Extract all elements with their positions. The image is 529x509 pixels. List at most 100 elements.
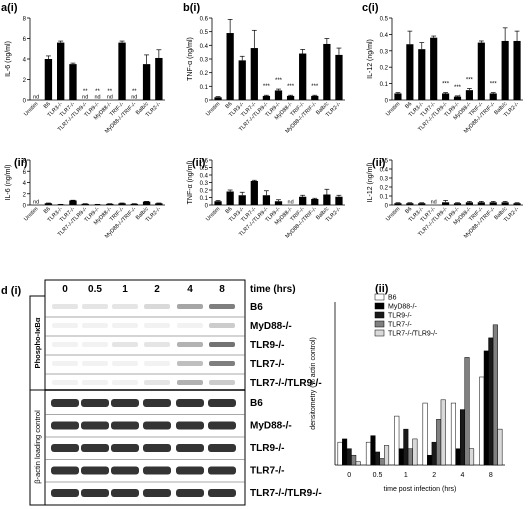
bar <box>69 200 77 205</box>
actin-bracket <box>29 389 46 506</box>
bar <box>465 90 473 100</box>
row-label: B6 <box>250 302 263 313</box>
y-axis-label: IL-12 (ng/ml) <box>367 39 374 79</box>
legend-label: TLR7-/- <box>388 322 412 329</box>
y-axis-label: IL-12 (ng/ml) <box>367 163 374 203</box>
blot-band <box>143 399 171 407</box>
legend-swatch <box>374 320 385 328</box>
time-label: 0 <box>62 284 68 295</box>
x-tick-label: 2 <box>432 472 436 479</box>
blot-band <box>111 421 139 430</box>
blot-band <box>51 489 79 497</box>
x-tick-label: B6 <box>404 206 413 215</box>
row-label: TLR9-/- <box>250 340 284 351</box>
blot-band <box>112 342 138 347</box>
blot-band <box>52 304 78 309</box>
blot-band <box>208 444 236 452</box>
blot-band <box>209 380 235 385</box>
bar <box>299 196 307 205</box>
time-label: 4 <box>187 284 193 295</box>
blot-band <box>176 466 204 475</box>
significance: *** <box>466 78 474 84</box>
y-tick-label: 4 <box>23 58 27 64</box>
blot-band <box>81 489 109 497</box>
blot-band <box>52 342 78 347</box>
significance: *** <box>442 82 450 88</box>
bar <box>406 44 414 100</box>
blot-band <box>144 323 170 328</box>
bar <box>459 409 466 466</box>
bar <box>130 203 138 205</box>
blot-band <box>51 444 79 452</box>
panel-label: d (i) <box>1 285 21 297</box>
blot-band <box>52 361 78 366</box>
time-axis-label: time (hrs) <box>250 284 296 295</box>
bar <box>214 201 222 205</box>
x-tick-label: 4 <box>461 472 465 479</box>
bar <box>450 402 456 466</box>
bar <box>403 428 409 466</box>
bar <box>497 428 503 466</box>
bar <box>57 204 65 205</box>
blot-band <box>144 342 170 347</box>
bar <box>93 204 102 205</box>
y-tick-label: 0.1 <box>200 85 209 91</box>
y-tick-label: 0.3 <box>200 58 209 64</box>
significance: ** <box>107 89 112 95</box>
blot-band <box>208 421 236 430</box>
bar <box>489 202 497 205</box>
bar <box>44 203 53 205</box>
y-tick-label: 0.2 <box>200 71 209 77</box>
y-tick-label: 0.4 <box>200 44 209 50</box>
y-tick-label: 0.2 <box>380 66 389 72</box>
bar <box>250 48 258 100</box>
row-label: B6 <box>250 398 263 409</box>
panel-label: c(i) <box>362 2 379 14</box>
blot-band <box>176 444 204 452</box>
bar <box>57 42 65 100</box>
blot-band <box>112 380 138 385</box>
y-tick-label: 6 <box>23 37 27 43</box>
panel-label: b(i) <box>183 2 200 14</box>
bar <box>311 199 319 205</box>
bar <box>81 203 89 205</box>
panel-label: (ii) <box>375 283 389 295</box>
panel-label: (ii) <box>372 157 386 169</box>
bar <box>394 203 402 205</box>
y-tick-label: 2 <box>23 192 27 198</box>
y-tick-label: 0.4 <box>200 174 209 180</box>
row-label: TLR9-/- <box>250 443 284 454</box>
y-tick-label: 0.4 <box>380 168 389 174</box>
actin-label: β-actin loading control <box>33 410 42 484</box>
blot-band <box>144 304 170 309</box>
y-tick-label: 0 <box>23 204 27 210</box>
bar <box>274 90 283 100</box>
y-tick-label: 0.5 <box>380 159 389 165</box>
bar <box>118 42 126 100</box>
blot-band <box>144 380 170 385</box>
y-axis-label: TNF-α (ng/ml) <box>187 37 194 81</box>
bar <box>469 448 475 466</box>
phospho-label: Phospho-IκBα <box>33 317 42 368</box>
nd-label: nd <box>288 200 294 206</box>
x-tick-label: B6 <box>43 101 52 110</box>
bar <box>346 448 352 466</box>
significance: *** <box>311 84 319 90</box>
blot-band <box>208 399 236 407</box>
significance: *** <box>263 84 271 90</box>
bar <box>384 445 390 466</box>
bar <box>335 196 343 205</box>
blot-band <box>177 342 203 347</box>
row-label: TLR7-/-/TLR9-/- <box>250 488 322 499</box>
bar <box>513 203 521 205</box>
significance: ** <box>132 89 137 95</box>
bar <box>118 203 126 205</box>
blot-band <box>112 361 138 366</box>
blot-band <box>177 380 203 385</box>
nd-label: nd <box>82 95 88 101</box>
y-tick-label: 0.5 <box>200 30 209 36</box>
blot-band <box>209 342 235 347</box>
blot-band <box>81 444 109 452</box>
bar <box>442 93 450 100</box>
